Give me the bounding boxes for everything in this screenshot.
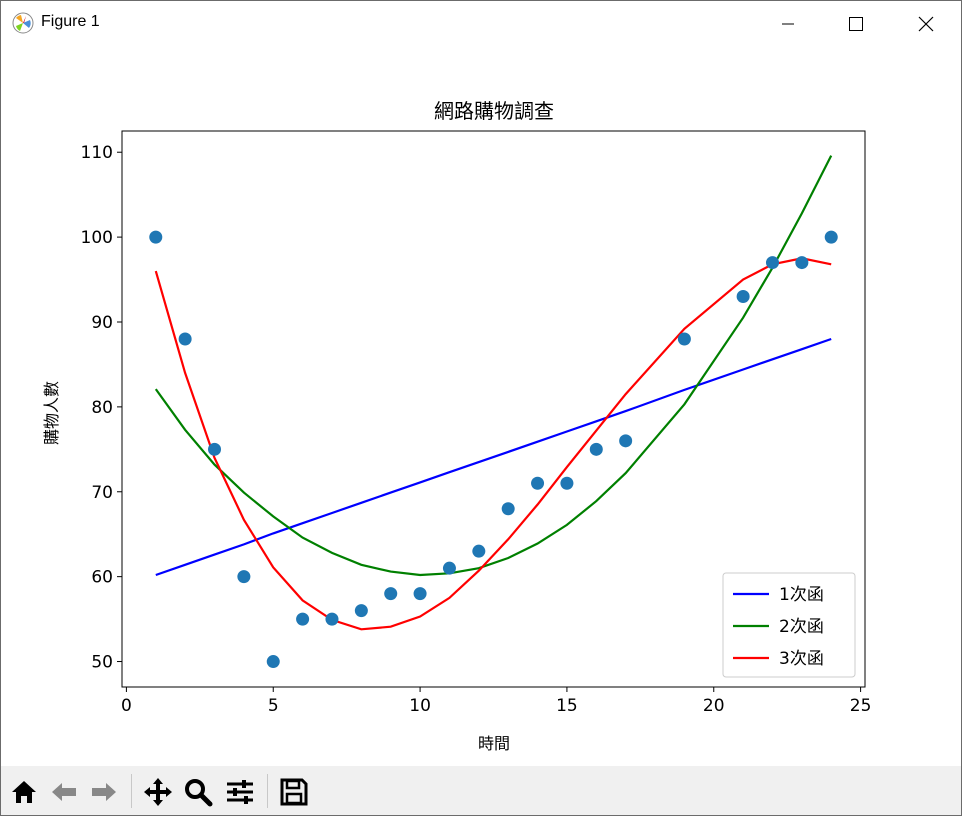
y-tick-label: 80 — [91, 398, 113, 418]
scatter-point — [619, 434, 633, 448]
close-icon — [918, 16, 934, 31]
scatter-point — [266, 655, 280, 669]
scatter-point — [413, 587, 427, 601]
zoom-button[interactable] — [181, 775, 215, 809]
legend-label: 3次函 — [779, 649, 824, 669]
x-tick-label: 0 — [121, 696, 132, 716]
scatter-point — [354, 604, 368, 618]
axes-frame — [121, 130, 866, 688]
scatter-point — [296, 612, 310, 626]
y-tick-label: 60 — [91, 568, 113, 588]
matplotlib-logo-icon — [12, 12, 34, 34]
figure-canvas[interactable]: 網路購物調查 時間 購物人數 0 5 10 15 20 25 50 60 70 80 90 100 11… — [1, 46, 961, 766]
x-tick-label: 20 — [703, 696, 725, 716]
scatter-point — [178, 332, 192, 346]
series-line — [154, 155, 833, 577]
maximize-icon — [849, 16, 863, 31]
legend — [722, 572, 856, 678]
scatter-point — [501, 502, 515, 516]
scatter-point — [824, 230, 838, 244]
window-title: Figure 1 — [41, 13, 100, 30]
home-button[interactable] — [7, 775, 41, 809]
plot-area: 0 5 10 15 20 25 50 60 70 80 90 100 110 1次函 2次函 3次函 — [81, 130, 872, 716]
scatter-point — [384, 587, 398, 601]
navigation-toolbar — [1, 766, 961, 815]
save-button[interactable] — [277, 775, 311, 809]
x-tick-label: 5 — [268, 696, 279, 716]
magnifier-icon — [185, 779, 213, 807]
forward-arrow-icon — [92, 783, 116, 801]
y-tick-label: 70 — [91, 483, 113, 503]
scatter-point — [472, 544, 486, 558]
minimize-button[interactable] — [765, 1, 811, 46]
y-tick-label: 110 — [81, 143, 113, 163]
y-tick-label: 90 — [91, 313, 113, 333]
scatter-point — [149, 230, 163, 244]
x-tick-label: 15 — [556, 696, 578, 716]
minimize-icon — [782, 23, 794, 24]
series-line — [155, 337, 832, 577]
scatter-point — [208, 442, 222, 456]
x-tick-label: 25 — [850, 696, 872, 716]
scatter-point — [736, 290, 750, 304]
legend-label: 1次函 — [779, 585, 824, 605]
chart-title: 網路購物調查 — [434, 99, 554, 123]
sliders-icon — [227, 780, 253, 804]
scatter-point — [795, 256, 809, 270]
scatter-point — [589, 442, 603, 456]
home-icon — [12, 781, 36, 803]
legend-label: 2次函 — [779, 617, 824, 637]
scatter-point — [677, 332, 691, 346]
move-icon — [144, 778, 172, 806]
series-line — [154, 257, 832, 631]
maximize-button[interactable] — [833, 1, 879, 46]
scatter-point — [560, 476, 574, 490]
back-arrow-icon — [52, 783, 76, 801]
scatter-point — [237, 570, 251, 584]
y-tick-label: 50 — [91, 653, 113, 673]
configure-subplots-button[interactable] — [223, 775, 257, 809]
pan-button[interactable] — [141, 775, 175, 809]
y-axis-label: 購物人數 — [42, 381, 61, 445]
x-axis-label: 時間 — [478, 734, 510, 753]
scatter-point — [531, 476, 545, 490]
scatter-point — [442, 561, 456, 575]
toolbar-separator — [131, 774, 132, 808]
x-tick-label: 10 — [409, 696, 431, 716]
scatter-point — [325, 612, 339, 626]
close-button[interactable] — [903, 1, 949, 46]
toolbar-separator — [267, 774, 268, 808]
floppy-disk-icon — [280, 778, 308, 806]
title-bar[interactable]: Figure 1 — [1, 1, 961, 46]
y-tick-label: 100 — [81, 228, 113, 248]
scatter-point — [765, 256, 779, 270]
back-button[interactable] — [47, 775, 81, 809]
forward-button[interactable] — [87, 775, 121, 809]
